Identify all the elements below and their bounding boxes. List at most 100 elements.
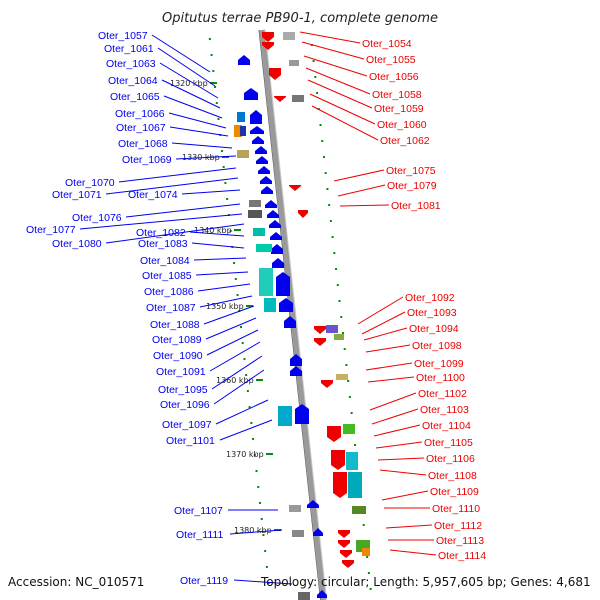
tick-dot [234,278,237,280]
gene-label[interactable]: Oter_1110 [432,503,480,515]
gene-label[interactable]: Oter_1088 [150,319,200,331]
gene-arrow-forward [270,232,282,240]
gene-label[interactable]: Oter_1063 [106,58,156,70]
gene-label[interactable]: Oter_1059 [374,103,424,115]
tick-dot [369,588,372,590]
gene-label[interactable]: Oter_1080 [52,238,102,250]
gene-label[interactable]: Oter_1112 [434,520,482,532]
gene-leader-line [301,41,365,60]
tick-dot [258,502,261,504]
gene-leader-line [385,524,433,529]
gene-label[interactable]: Oter_1107 [174,505,223,517]
gene-label[interactable]: Oter_1068 [118,138,168,150]
gene-label[interactable]: Oter_1094 [409,323,459,335]
gene-label[interactable]: Oter_1108 [428,470,477,482]
gene-leader-line [389,549,437,556]
gene-label[interactable]: Oter_1055 [366,54,416,66]
gene-label[interactable]: Oter_1084 [140,255,190,267]
gene-label[interactable]: Oter_1069 [122,154,172,166]
gene-label[interactable]: Oter_1083 [138,238,188,250]
gene-leader-line [191,242,245,249]
gene-box [253,228,265,236]
backbone-highlight [264,29,328,600]
tick-dot [345,364,348,366]
gene-label[interactable]: Oter_1081 [391,200,441,212]
genome-summary-text: Topology: circular; Length: 5,957,605 bp… [260,575,591,589]
gene-arrow-forward [252,136,264,144]
tick-dot [328,204,331,206]
gene-box [346,452,358,470]
gene-arrow-forward [317,590,327,598]
gene-arrow-forward [290,354,302,366]
tick-dot [208,38,211,40]
gene-label[interactable]: Oter_1071 [52,189,102,201]
gene-label[interactable]: Oter_1086 [144,286,194,298]
gene-label[interactable]: Oter_1067 [116,122,166,134]
gene-label[interactable]: Oter_1093 [407,307,457,319]
gene-leader-line [377,457,425,461]
gene-label[interactable]: Oter_1119 [180,575,228,587]
gene-label[interactable]: Oter_1089 [152,334,202,346]
gene-arrow-forward [261,186,273,194]
gene-label[interactable]: Oter_1109 [430,486,479,498]
gene-leader-line [375,441,423,449]
gene-label[interactable]: Oter_1077 [26,224,76,236]
gene-label[interactable]: Oter_1099 [414,358,464,370]
tick-dot [322,156,325,158]
gene-label[interactable]: Oter_1074 [128,189,178,201]
gene-label[interactable]: Oter_1087 [146,302,196,314]
gene-label[interactable]: Oter_1092 [405,292,455,304]
gene-arrow-reverse [327,426,341,442]
gene-label[interactable]: Oter_1070 [65,177,115,189]
gene-arrow-forward [258,166,270,174]
gene-label[interactable]: Oter_1061 [104,43,154,55]
gene-label[interactable]: Oter_1097 [162,419,212,431]
gene-label[interactable]: Oter_1103 [420,404,469,416]
gene-label[interactable]: Oter_1102 [418,388,467,400]
gene-label[interactable]: Oter_1085 [142,270,192,282]
accession-text: Accession: NC_010571 [8,575,144,589]
gene-label[interactable]: Oter_1054 [362,38,412,50]
gene-label[interactable]: Oter_1056 [369,71,419,83]
gene-label[interactable]: Oter_1062 [380,135,430,147]
gene-label[interactable]: Oter_1076 [72,212,122,224]
gene-label[interactable]: Oter_1060 [377,119,427,131]
gene-label[interactable]: Oter_1101 [166,435,215,447]
gene-label[interactable]: Oter_1091 [156,366,206,378]
gene-label[interactable]: Oter_1082 [136,227,186,239]
gene-label[interactable]: Oter_1100 [416,372,465,384]
gene-label[interactable]: Oter_1057 [98,30,148,42]
gene-label[interactable]: Oter_1058 [372,89,422,101]
tick-dot [335,268,338,270]
gene-label[interactable]: Oter_1079 [387,180,437,192]
gene-box [352,506,366,514]
tick-dot [265,566,268,568]
gene-label[interactable]: Oter_1065 [110,91,160,103]
gene-label[interactable]: Oter_1066 [115,108,165,120]
gene-leader-line [357,296,404,325]
gene-box [278,406,292,426]
gene-label[interactable]: Oter_1106 [426,453,475,465]
gene-label[interactable]: Oter_1114 [438,550,486,562]
gene-leader-line [219,419,273,441]
gene-box [256,244,272,252]
tick-dot [229,230,232,232]
gene-label[interactable]: Oter_1064 [108,75,158,87]
gene-label[interactable]: Oter_1090 [153,350,203,362]
gene-box [237,112,245,122]
tick-dot [341,332,344,334]
gene-label[interactable]: Oter_1104 [422,420,471,432]
gene-label[interactable]: Oter_1095 [158,384,208,396]
gene-leader-line [157,47,216,87]
gene-label[interactable]: Oter_1111 [176,529,223,541]
gene-label[interactable]: Oter_1105 [424,437,473,449]
gene-label[interactable]: Oter_1113 [436,535,484,547]
gene-leader-line [79,213,243,230]
gene-box [237,150,249,158]
tick-dot [329,220,332,222]
gene-leader-line [205,317,257,340]
tick-dot [340,316,343,318]
gene-label[interactable]: Oter_1098 [412,340,462,352]
gene-label[interactable]: Oter_1096 [160,399,210,411]
gene-label[interactable]: Oter_1075 [386,165,436,177]
